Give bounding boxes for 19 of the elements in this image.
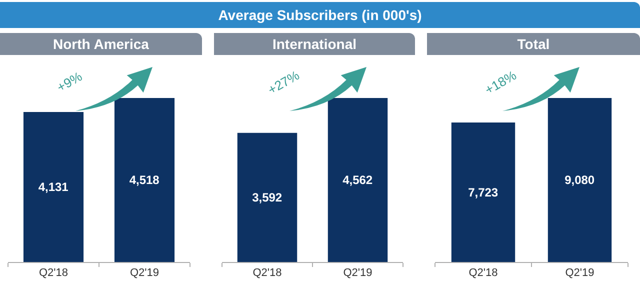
chart-title: North America — [0, 33, 202, 55]
data-label: 9,080 — [564, 173, 595, 187]
chart-title: International — [214, 33, 415, 55]
chart-title: Total — [427, 33, 640, 55]
x-tick-label: Q2'18 — [38, 267, 68, 280]
text: +9% — [54, 68, 85, 95]
text: +27% — [265, 67, 302, 98]
data-label: 7,723 — [468, 185, 498, 200]
data-label: 3,592 — [252, 190, 282, 204]
data-label: 4,131 — [38, 180, 69, 194]
x-tick-label: Q2'18 — [468, 267, 498, 280]
x-tick-label: Q2'18 — [252, 267, 282, 280]
data-label: 4,518 — [129, 173, 160, 187]
text: Average Subscribers (in 000's) — [0, 2, 640, 28]
x-tick-label: Q2'19 — [565, 267, 594, 280]
data-label: 4,562 — [342, 173, 373, 187]
text: +18% — [482, 67, 520, 98]
x-tick-label: Q2'19 — [130, 267, 160, 280]
x-tick-label: Q2'19 — [343, 267, 372, 280]
